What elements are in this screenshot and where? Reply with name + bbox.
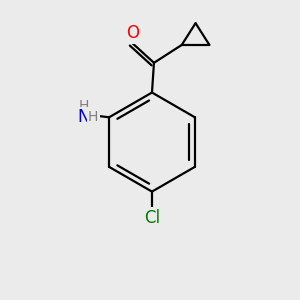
Text: N: N: [77, 108, 90, 126]
Text: O: O: [126, 24, 139, 42]
Text: H: H: [88, 110, 98, 124]
Text: H: H: [78, 99, 88, 113]
Text: Cl: Cl: [144, 209, 160, 227]
